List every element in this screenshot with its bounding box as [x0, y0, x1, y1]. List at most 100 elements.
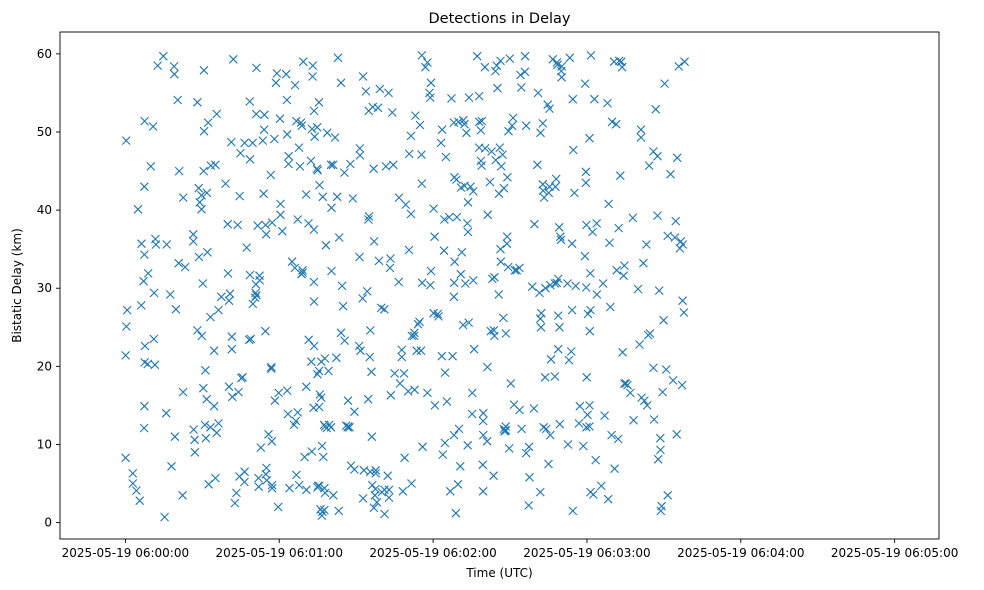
data-point — [259, 125, 269, 135]
data-point — [434, 312, 443, 321]
data-point — [297, 121, 307, 131]
data-point — [570, 188, 579, 198]
data-point — [625, 388, 635, 398]
data-point — [425, 93, 435, 102]
data-point — [232, 488, 241, 498]
data-point — [161, 408, 171, 418]
data-point — [582, 372, 592, 382]
data-point — [282, 386, 292, 395]
data-markers — [121, 51, 689, 522]
data-point — [677, 380, 687, 390]
data-point — [180, 262, 190, 272]
data-point — [167, 461, 176, 471]
data-point — [227, 344, 237, 354]
data-point — [605, 238, 614, 248]
data-point — [266, 364, 276, 374]
data-point — [645, 329, 655, 338]
data-point — [309, 297, 319, 306]
data-point — [504, 126, 513, 136]
data-point — [611, 119, 621, 129]
data-point — [221, 179, 230, 188]
data-point — [533, 160, 542, 170]
data-point — [369, 503, 379, 513]
data-point — [271, 78, 281, 88]
data-point — [574, 419, 584, 428]
data-point — [240, 467, 249, 477]
data-point — [321, 240, 331, 250]
data-point — [245, 270, 255, 280]
data-point — [233, 220, 243, 230]
data-point — [568, 506, 578, 516]
data-point — [372, 497, 382, 507]
data-point — [563, 279, 572, 288]
data-point — [457, 247, 467, 257]
data-point — [503, 172, 512, 182]
data-point — [591, 455, 601, 465]
data-point — [133, 204, 143, 214]
data-point — [478, 416, 488, 426]
data-point — [536, 128, 545, 138]
data-point — [334, 233, 344, 242]
data-point — [567, 239, 577, 249]
data-point — [149, 288, 159, 298]
data-point — [202, 188, 212, 198]
data-point — [556, 235, 566, 245]
y-tick-label: 30 — [37, 281, 52, 295]
data-point — [493, 83, 502, 93]
y-tick-label: 50 — [37, 125, 52, 139]
data-point — [441, 152, 451, 162]
data-point — [371, 484, 380, 494]
data-point — [613, 434, 623, 444]
data-point — [504, 444, 514, 453]
data-point — [415, 120, 425, 130]
x-tick-label: 2025-05-19 06:05:00 — [831, 546, 958, 560]
data-point — [585, 326, 595, 336]
data-point — [373, 103, 383, 113]
data-point — [122, 322, 131, 331]
data-point — [380, 304, 389, 314]
data-point — [426, 78, 436, 88]
data-point — [545, 280, 555, 290]
data-point — [468, 187, 478, 196]
data-point — [430, 232, 439, 242]
data-point — [507, 121, 517, 131]
data-point — [340, 336, 349, 345]
data-point — [223, 269, 233, 278]
data-point — [228, 54, 238, 64]
data-point — [413, 319, 423, 329]
data-point — [324, 366, 333, 376]
data-point — [128, 479, 138, 488]
data-point — [310, 132, 319, 142]
data-point — [592, 219, 602, 228]
data-point — [332, 353, 341, 363]
data-point — [466, 182, 475, 192]
data-point — [578, 441, 588, 451]
data-point — [160, 512, 169, 522]
y-tick-label: 60 — [37, 47, 52, 61]
data-point — [674, 62, 684, 71]
data-point — [197, 331, 207, 341]
data-point — [128, 469, 138, 478]
data-point — [636, 125, 646, 135]
data-point — [636, 133, 646, 142]
data-point — [533, 88, 543, 98]
data-point — [580, 251, 590, 261]
data-point — [307, 447, 317, 456]
data-point — [350, 465, 359, 474]
x-axis-ticks: 2025-05-19 06:00:00 2025-05-19 06:01:00 20… — [62, 539, 958, 560]
data-point — [440, 215, 449, 224]
data-point — [463, 197, 473, 207]
data-point — [209, 346, 219, 356]
data-point — [463, 440, 473, 450]
data-point — [423, 388, 432, 398]
data-point — [515, 405, 524, 415]
data-point — [375, 84, 385, 94]
data-point — [365, 326, 375, 335]
data-point — [545, 430, 555, 440]
data-point — [318, 452, 328, 462]
data-point — [582, 220, 591, 230]
data-point — [503, 262, 513, 272]
data-point — [678, 296, 687, 306]
y-axis-label: Bistatic Delay (km) — [10, 228, 24, 343]
data-point — [284, 151, 294, 161]
